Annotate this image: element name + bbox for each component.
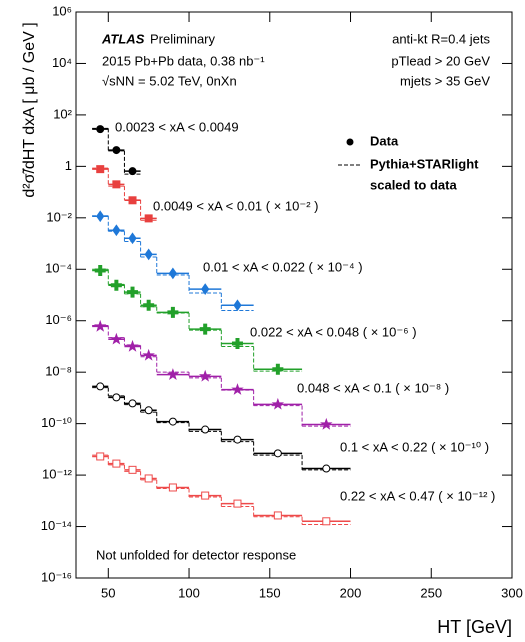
data-point xyxy=(110,279,122,291)
data-point xyxy=(168,267,177,280)
energy: √sNN = 5.02 TeV, 0nXn xyxy=(102,73,237,88)
data-point xyxy=(112,224,121,237)
data-point xyxy=(144,474,153,483)
data-point xyxy=(128,465,137,474)
legend-label: Pythia+STARlight xyxy=(370,156,479,171)
series-label: 0.022 < xA < 0.048 ( × 10⁻⁶ ) xyxy=(250,324,417,339)
x-tick-label: 200 xyxy=(340,585,362,600)
y-tick-label: 10⁻¹⁴ xyxy=(41,518,72,533)
y-tick-label: 10⁻⁴ xyxy=(45,261,72,276)
x-tick-label: 50 xyxy=(101,585,115,600)
x-tick-label: 250 xyxy=(420,585,442,600)
data-point xyxy=(322,517,331,526)
series-label: 0.0049 < xA < 0.01 ( × 10⁻² ) xyxy=(153,198,319,213)
cut-pt: pTlead > 20 GeV xyxy=(391,53,490,68)
series-label: 0.1 < xA < 0.22 ( × 10⁻¹⁰ ) xyxy=(340,439,489,454)
x-tick-label: 100 xyxy=(178,585,200,600)
y-tick-label: 10⁻¹⁶ xyxy=(41,569,72,584)
legend-label: scaled to data xyxy=(370,177,457,192)
data-point xyxy=(112,393,121,402)
data-point xyxy=(201,491,210,500)
data-point xyxy=(233,435,242,444)
data-point xyxy=(126,339,139,352)
data-point xyxy=(96,452,105,461)
data-point xyxy=(273,511,282,520)
data-point xyxy=(166,368,180,380)
data-point xyxy=(168,417,177,426)
footnote: Not unfolded for detector response xyxy=(96,547,296,562)
data-point xyxy=(112,146,121,155)
x-axis-label: HT [GeV] xyxy=(437,617,512,637)
data-point xyxy=(198,369,212,382)
jets: anti-kt R=0.4 jets xyxy=(392,31,490,46)
data-point xyxy=(96,210,105,223)
data-point xyxy=(128,232,137,245)
data-point xyxy=(167,306,179,318)
series-label: 0.048 < xA < 0.1 ( × 10⁻⁸ ) xyxy=(297,380,449,395)
data-point xyxy=(231,383,244,395)
y-tick-label: 10⁻² xyxy=(46,209,72,224)
data-point xyxy=(110,332,123,345)
x-tick-label: 300 xyxy=(501,585,523,600)
data-point xyxy=(199,323,211,335)
data-point xyxy=(201,425,210,434)
cut-m: mjets > 35 GeV xyxy=(400,73,490,88)
data-point xyxy=(144,406,153,415)
data-point xyxy=(127,286,139,298)
data-point xyxy=(128,196,137,205)
data-point xyxy=(143,299,155,311)
data-point xyxy=(112,180,121,189)
y-tick-label: 10² xyxy=(53,106,72,121)
data-point xyxy=(233,499,242,508)
data-point xyxy=(231,338,243,350)
y-tick-label: 10⁻¹² xyxy=(42,467,73,482)
legend-marker xyxy=(346,138,354,146)
y-axis-label: d²σ̃/dHT dxA [ μb / GeV ] xyxy=(21,22,38,197)
data-point xyxy=(94,264,106,276)
data-point xyxy=(320,417,333,430)
y-tick-label: 10⁻⁶ xyxy=(45,312,72,327)
data-point xyxy=(168,483,177,492)
y-tick-label: 10⁶ xyxy=(52,3,72,18)
data-point xyxy=(96,125,105,134)
dataset: 2015 Pb+Pb data, 0.38 nb⁻¹ xyxy=(102,53,265,68)
data-point xyxy=(272,363,284,375)
data-point xyxy=(271,397,285,410)
data-point xyxy=(128,167,137,176)
series-label: 0.01 < xA < 0.022 ( × 10⁻⁴ ) xyxy=(203,259,363,274)
data-point xyxy=(273,449,282,458)
status: Preliminary xyxy=(150,31,216,46)
data-point xyxy=(128,399,137,408)
data-point xyxy=(201,283,210,295)
data-point xyxy=(142,348,155,361)
y-tick-label: 10⁻¹⁰ xyxy=(41,415,72,430)
data-point xyxy=(233,299,242,312)
y-tick-label: 10⁴ xyxy=(52,55,72,70)
legend-label: Data xyxy=(370,133,399,148)
data-point xyxy=(96,165,105,174)
y-tick-label: 1 xyxy=(65,158,72,173)
x-tick-label: 150 xyxy=(259,585,281,600)
y-tick-label: 10⁻⁸ xyxy=(45,364,72,379)
experiment: ATLAS xyxy=(101,31,145,46)
data-point xyxy=(144,214,153,223)
series-label: 0.22 < xA < 0.47 ( × 10⁻¹² ) xyxy=(340,488,495,503)
data-point xyxy=(322,464,331,473)
plot-frame xyxy=(75,11,513,579)
data-point xyxy=(94,319,107,332)
data-point xyxy=(112,459,121,468)
data-point xyxy=(144,248,153,261)
series-label: 0.0023 < xA < 0.0049 xyxy=(115,119,239,134)
data-point xyxy=(96,382,105,391)
